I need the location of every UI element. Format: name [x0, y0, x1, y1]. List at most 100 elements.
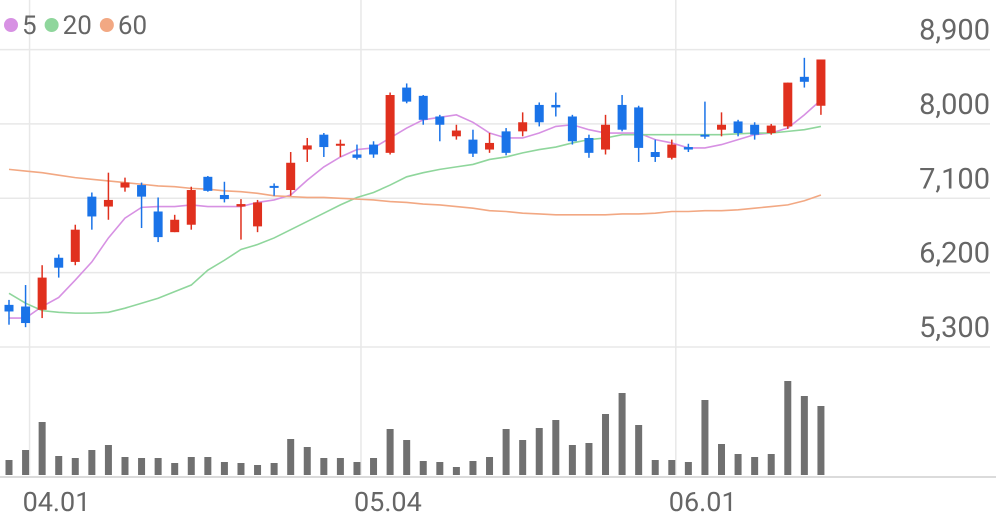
candle-body	[435, 116, 445, 125]
volume-bar	[436, 462, 444, 475]
volume-bar	[320, 458, 328, 475]
candle-body	[286, 162, 296, 191]
legend-marker	[4, 18, 18, 32]
ma-line	[9, 99, 822, 319]
volume-bar	[519, 440, 527, 475]
volume-bar	[734, 454, 742, 475]
volume-bar	[668, 460, 676, 475]
volume-bar	[701, 400, 709, 475]
candle-body	[120, 182, 130, 188]
candle-body	[700, 134, 710, 137]
candle-body	[21, 306, 31, 324]
volume-bar	[270, 463, 278, 475]
legend-label: 60	[118, 11, 147, 41]
volume-bar	[767, 454, 775, 475]
candle-body	[269, 185, 279, 188]
y-tick-label: 7,100	[919, 162, 990, 196]
candle-body	[650, 152, 660, 157]
candle-body	[352, 154, 362, 158]
volume-bar	[403, 440, 411, 475]
candle-body	[451, 130, 461, 137]
candle-body	[733, 121, 743, 134]
legend-marker	[99, 18, 114, 32]
candle-body	[468, 139, 478, 154]
candle-body	[203, 176, 213, 191]
legend-label: 5	[22, 11, 37, 41]
volume-bar	[336, 458, 344, 475]
volume-bar	[237, 463, 245, 475]
candle-body	[319, 134, 329, 148]
candle-body	[534, 104, 544, 123]
candle-body	[170, 219, 180, 233]
volume-bar	[635, 425, 643, 475]
volume-bar	[751, 457, 759, 475]
candle-body	[37, 277, 47, 310]
volume-bar	[800, 396, 808, 475]
volume-bar	[718, 444, 726, 475]
candle-body	[766, 125, 776, 134]
volume-bar	[419, 461, 427, 475]
volume-bar	[204, 457, 212, 475]
candle-body	[4, 304, 14, 312]
volume-bar	[552, 420, 560, 475]
candle-body	[137, 185, 147, 197]
volume-bar	[154, 458, 162, 475]
volume-bar	[585, 443, 593, 475]
candle-body	[799, 76, 809, 82]
x-tick-label: 05.04	[354, 486, 422, 518]
volume-bar	[38, 422, 46, 475]
volume-bar	[220, 462, 228, 475]
y-tick-label: 6,200	[919, 237, 990, 271]
candle-body	[219, 194, 229, 200]
y-tick-label: 5,300	[919, 311, 990, 345]
ma-line	[8, 168, 822, 216]
volume-bar	[618, 393, 626, 475]
volume-bar	[5, 460, 13, 475]
candle-body	[617, 104, 627, 130]
candle-body	[717, 124, 727, 130]
volume-bar	[287, 439, 295, 475]
volume-bar	[187, 457, 195, 475]
volume-bar	[254, 465, 262, 475]
candle-body	[385, 95, 395, 153]
candle-body	[750, 124, 760, 135]
candle-body	[783, 82, 793, 127]
candle-body	[369, 144, 379, 155]
candle-body	[551, 104, 561, 108]
volume-bar	[684, 462, 692, 475]
volume-bar	[452, 467, 460, 475]
candle-body	[103, 199, 113, 207]
volume-bar	[602, 414, 610, 475]
x-tick-label: 06.01	[669, 486, 737, 518]
ma-line	[8, 125, 822, 314]
volume-bar	[55, 456, 63, 475]
candle-body	[816, 59, 826, 106]
volume-bar	[486, 457, 494, 475]
volume-bar	[71, 458, 79, 475]
candle-body	[683, 147, 693, 150]
volume-bar	[353, 462, 361, 475]
volume-bar	[502, 429, 510, 475]
volume-bar	[386, 429, 394, 475]
candle-body	[236, 204, 246, 207]
candle-body	[667, 144, 677, 158]
candle-body	[54, 257, 64, 268]
y-tick-label: 8,000	[919, 88, 990, 122]
candle-body	[153, 211, 163, 238]
candle-body	[186, 190, 196, 225]
candle-body	[402, 87, 412, 102]
volume-bar	[88, 450, 96, 475]
candle-body	[634, 107, 644, 148]
candle-body	[302, 145, 312, 150]
volume-bar	[22, 450, 30, 475]
volume-bar	[370, 458, 378, 475]
y-tick-label: 8,900	[919, 14, 990, 48]
volume-bar	[138, 458, 146, 475]
candle-body	[518, 122, 528, 132]
candle-body	[601, 124, 611, 150]
candle-body	[253, 202, 263, 227]
volume-bar	[535, 428, 543, 475]
candle-body	[87, 196, 97, 217]
